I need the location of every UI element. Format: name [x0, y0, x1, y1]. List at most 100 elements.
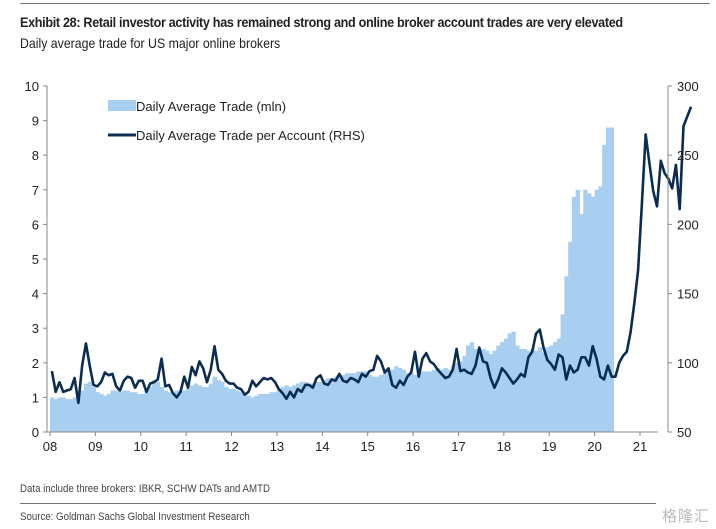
bar — [189, 385, 195, 432]
bar — [515, 345, 520, 432]
bar — [553, 342, 558, 432]
bar — [409, 373, 414, 432]
bar — [318, 381, 323, 432]
bar — [462, 355, 467, 432]
bar — [114, 390, 119, 432]
bar — [454, 362, 460, 432]
bar — [53, 399, 59, 432]
bar — [140, 393, 146, 432]
bar — [106, 393, 112, 432]
left-tick-label: 10 — [25, 79, 39, 94]
bar — [413, 374, 418, 432]
bar — [322, 380, 327, 432]
bar — [345, 373, 350, 432]
bar — [549, 345, 554, 432]
x-tick-label: 10 — [134, 439, 148, 454]
watermark-logo: 格隆汇 — [661, 508, 710, 525]
bar — [292, 385, 297, 432]
bar — [428, 371, 433, 432]
chart-title: Exhibit 28: Retail investor activity has… — [20, 14, 623, 30]
bar — [276, 388, 282, 432]
bar — [144, 388, 149, 432]
bar — [197, 385, 202, 432]
chart-subtitle: Daily average trade for US major online … — [20, 35, 281, 51]
bar — [159, 387, 165, 432]
bar — [439, 369, 444, 432]
bar — [382, 373, 388, 432]
footnote: Data include three brokers: IBKR, SCHW D… — [20, 483, 270, 495]
bar — [193, 383, 199, 432]
bar — [450, 366, 456, 432]
bar — [212, 376, 218, 432]
bar — [307, 383, 312, 432]
bar — [507, 333, 513, 432]
x-tick-label: 18 — [497, 439, 511, 454]
x-tick-label: 09 — [88, 439, 102, 454]
bar — [560, 314, 565, 432]
bar — [356, 371, 361, 432]
bar — [50, 397, 55, 432]
bar — [522, 348, 528, 432]
bar — [152, 380, 157, 432]
x-tick-label: 19 — [542, 439, 556, 454]
bar — [333, 376, 339, 432]
bar — [401, 369, 407, 432]
bar — [303, 381, 308, 432]
bar — [590, 196, 596, 432]
bar — [235, 390, 240, 432]
bar — [537, 347, 543, 432]
bar — [564, 276, 569, 432]
bar — [102, 395, 108, 432]
bar — [118, 392, 123, 432]
left-tick-label: 4 — [32, 287, 39, 302]
x-tick-label: 17 — [451, 439, 465, 454]
bar — [431, 369, 437, 432]
bar — [534, 350, 539, 432]
left-tick-label: 0 — [32, 425, 39, 440]
bar — [329, 378, 335, 432]
bar — [201, 387, 206, 432]
bar — [174, 390, 180, 432]
right-tick-label: 250 — [677, 148, 699, 163]
bar — [314, 381, 320, 432]
bar — [556, 338, 562, 432]
bar — [341, 374, 346, 432]
x-tick-label: 21 — [633, 439, 647, 454]
legend: Daily Average Trade (mln) Daily Average … — [108, 99, 365, 143]
left-tick-label: 6 — [32, 217, 39, 232]
bar — [155, 381, 161, 432]
x-tick-label: 20 — [587, 439, 601, 454]
bar — [163, 390, 168, 432]
bar — [280, 387, 286, 432]
bar — [68, 399, 74, 432]
bars-group — [50, 127, 615, 433]
bar — [424, 371, 429, 432]
bar — [110, 390, 115, 432]
x-tick-label: 16 — [406, 439, 420, 454]
bar — [579, 214, 584, 432]
x-tick-label: 13 — [270, 439, 284, 454]
bar — [133, 392, 138, 432]
bar — [216, 380, 221, 432]
left-tick-label: 9 — [32, 114, 39, 129]
bar — [125, 390, 131, 432]
bar — [186, 388, 191, 432]
bar — [136, 393, 142, 432]
bar — [99, 393, 104, 432]
bar — [488, 354, 494, 432]
line-series — [50, 106, 693, 405]
bar — [416, 373, 422, 432]
bar — [420, 371, 426, 432]
right-tick-label: 200 — [677, 217, 699, 232]
bar — [466, 345, 471, 432]
right-tick-label: 100 — [677, 356, 699, 371]
bar — [352, 373, 357, 432]
bar — [95, 392, 100, 432]
bar — [575, 189, 581, 432]
x-tick-label: 12 — [224, 439, 238, 454]
right-tick-label: 300 — [677, 79, 699, 94]
bar — [61, 397, 66, 432]
bar — [530, 348, 535, 432]
